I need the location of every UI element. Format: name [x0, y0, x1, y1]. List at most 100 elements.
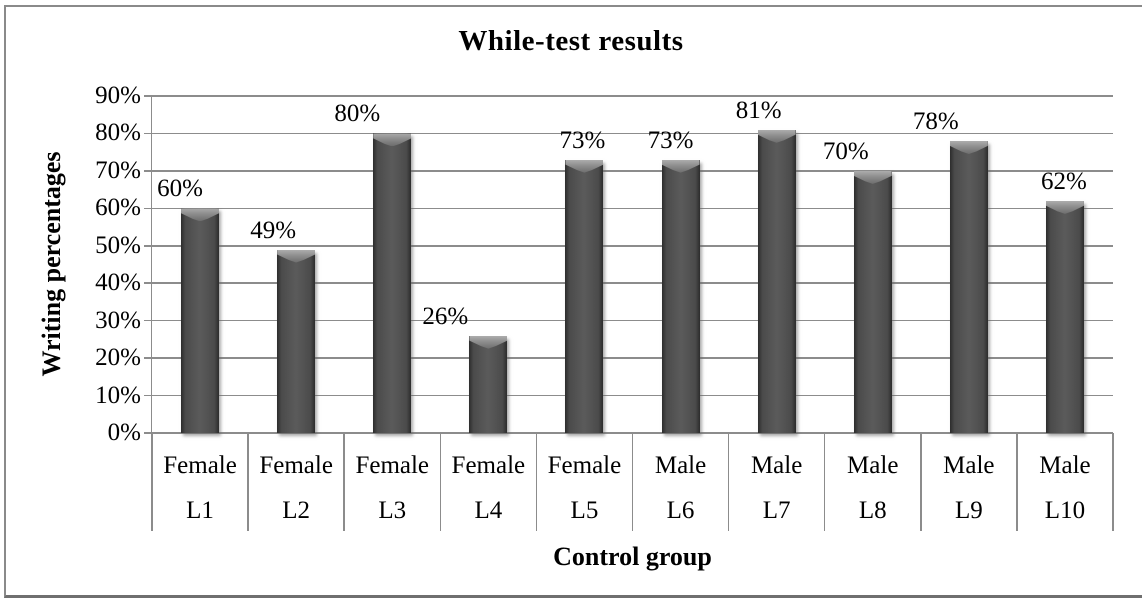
bar-slot: 80% [334, 96, 440, 433]
bar [277, 249, 316, 433]
category-group-label: Female [451, 452, 526, 479]
category-group-label: Male [654, 452, 707, 479]
gridline [152, 95, 1113, 97]
gridline [152, 319, 1113, 322]
category-cell: Male L8 [825, 433, 921, 531]
bar [661, 159, 700, 433]
category-separator [535, 433, 538, 531]
gridline [152, 170, 1113, 172]
category-level-label: L10 [1044, 497, 1086, 524]
bar-slot: 49% [248, 96, 344, 433]
category-level-label: L6 [666, 497, 695, 524]
bar [1045, 200, 1084, 433]
category-level-label: L5 [570, 497, 599, 524]
y-tick-label: 20% [95, 344, 141, 372]
bar [949, 140, 988, 433]
bar-value-label: 73% [559, 126, 606, 154]
gridline [152, 207, 1113, 210]
y-axis-tick [144, 282, 152, 284]
category-group-label: Male [943, 452, 995, 479]
bar-value-label: 73% [647, 126, 694, 154]
bar-slot: 73% [633, 96, 729, 433]
gridline [152, 282, 1113, 284]
y-axis-tick [144, 132, 152, 135]
bar-slot: 62% [1017, 96, 1113, 433]
category-level-label: L3 [378, 497, 407, 524]
category-cell: Male L9 [921, 433, 1017, 531]
category-separator [1016, 433, 1018, 531]
y-tick-label: 50% [95, 231, 141, 259]
y-axis-tick [144, 319, 152, 322]
y-tick-label: 80% [95, 119, 141, 147]
y-axis-tick [144, 432, 152, 434]
category-separator [151, 433, 153, 531]
y-tick-label: 0% [107, 419, 141, 446]
bar-value-label: 60% [157, 175, 203, 203]
category-group-label: Male [847, 452, 899, 479]
category-group-label: Female [259, 452, 333, 479]
bar [181, 208, 220, 433]
category-group-label: Female [355, 452, 430, 479]
category-level-label: L8 [858, 497, 887, 524]
category-cell: Female L5 [536, 433, 632, 531]
y-tick-label: 30% [95, 306, 141, 334]
bar-value-label: 62% [1041, 167, 1087, 195]
bar [565, 159, 604, 433]
bar-value-label: 26% [422, 302, 469, 330]
bar-value-label: 78% [912, 107, 959, 135]
gridline [152, 394, 1113, 397]
figure-border [4, 5, 1142, 598]
category-cell: Male L10 [1017, 433, 1113, 531]
category-level-label: L4 [474, 497, 503, 524]
category-separator [439, 433, 442, 531]
category-group-label: Female [547, 452, 622, 479]
y-tick-label: 70% [95, 156, 141, 184]
y-axis-tick [144, 357, 152, 359]
category-axis-area: Female L1 Female L2 Female L3 Female L4 Female L5… [151, 433, 1114, 531]
y-tick-label: 90% [95, 82, 141, 109]
bar [373, 133, 412, 433]
category-separator [247, 433, 249, 531]
category-group-label: Male [750, 452, 803, 479]
bar-slot: 60% [152, 96, 248, 433]
bar-value-label: 70% [822, 137, 869, 165]
category-cell: Female L4 [440, 433, 536, 531]
y-axis-tick [144, 207, 152, 210]
y-axis-tick [144, 170, 152, 172]
bar-value-label: 81% [735, 96, 782, 124]
plot-area: 90% 80% 70% 60% 50% 40% 30% 20% 10% 0% 60% 49% 80% 26… [95, 82, 1113, 446]
bar-slot: 26% [422, 96, 536, 433]
category-group-label: Female [163, 452, 237, 479]
bar-value-label: 80% [334, 100, 381, 128]
bar-value-label: 49% [250, 216, 297, 244]
bar-slot: 70% [822, 96, 921, 433]
chart-title: While-test results [458, 25, 684, 57]
bar-slot: 81% [729, 96, 825, 433]
category-cell: Female L2 [248, 433, 344, 531]
bar-slot: 73% [536, 96, 632, 433]
y-axis-tick [144, 95, 152, 97]
category-separator [727, 433, 730, 531]
gridline [152, 132, 1113, 135]
bar [757, 129, 796, 433]
gridline [152, 357, 1113, 359]
category-separator [631, 433, 634, 531]
category-level-label: L1 [186, 497, 214, 524]
category-separator [823, 433, 826, 531]
y-tick-label: 40% [95, 269, 141, 297]
category-cell: Female L3 [344, 433, 440, 531]
category-separator [1112, 433, 1114, 531]
category-cell: Female L1 [152, 433, 248, 531]
category-level-label: L9 [954, 497, 983, 524]
category-separator [343, 433, 345, 531]
bar [853, 170, 892, 433]
y-tick-label: 60% [95, 194, 141, 222]
category-separator [920, 433, 922, 531]
x-axis-title: Control group [553, 542, 712, 571]
y-axis-tick [144, 394, 152, 397]
category-cell: Male L7 [729, 433, 825, 531]
category-group-label: Male [1039, 452, 1091, 479]
category-cell: Male L6 [633, 433, 729, 531]
bar [469, 335, 508, 433]
y-axis-line [150, 96, 152, 434]
